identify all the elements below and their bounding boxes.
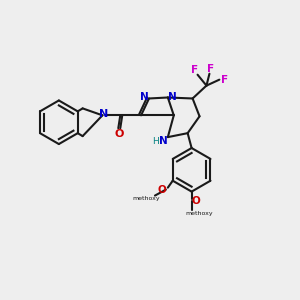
Text: F: F: [221, 75, 228, 85]
Text: N: N: [158, 136, 167, 146]
Text: methoxy: methoxy: [186, 211, 213, 216]
Text: O: O: [191, 196, 200, 206]
Text: H: H: [153, 136, 159, 146]
Text: methoxy: methoxy: [132, 196, 160, 201]
Text: N: N: [168, 92, 177, 101]
Text: O: O: [158, 184, 166, 195]
Text: O: O: [115, 129, 124, 139]
Text: N: N: [140, 92, 148, 103]
Text: F: F: [207, 64, 214, 74]
Text: N: N: [99, 109, 108, 119]
Text: F: F: [191, 65, 198, 75]
